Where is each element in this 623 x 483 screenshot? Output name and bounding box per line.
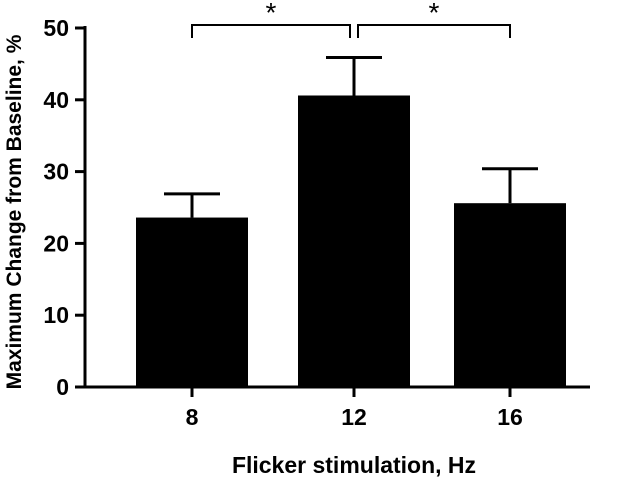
y-tick-label-50: 50	[43, 15, 69, 41]
x-axis-title: Flicker stimulation, Hz	[232, 452, 476, 478]
significance-label-12-16: *	[429, 0, 440, 28]
y-tick-label-0: 0	[56, 374, 69, 400]
y-tick-label-30: 30	[43, 159, 69, 185]
y-tick-label-20: 20	[43, 230, 69, 256]
significance-bracket-8-12	[191, 24, 351, 38]
bars-group	[136, 95, 566, 387]
error-bars-group	[164, 55, 538, 218]
significance-group: * *	[191, 0, 511, 38]
x-tick-label-8: 8	[186, 404, 199, 430]
axes-group: 0 10 20 30 40 50 8 12 16	[43, 15, 590, 430]
significance-label-8-12: *	[266, 0, 277, 28]
significance-bracket-12-16	[357, 24, 511, 38]
bar-12	[298, 95, 410, 387]
y-tick-label-10: 10	[43, 302, 69, 328]
y-axis-title: Maximum Change from Baseline, %	[3, 34, 26, 389]
x-tick-label-12: 12	[341, 404, 367, 430]
bar-16	[454, 203, 566, 387]
bar-8	[136, 217, 248, 387]
x-tick-label-16: 16	[497, 404, 523, 430]
y-tick-label-40: 40	[43, 87, 69, 113]
